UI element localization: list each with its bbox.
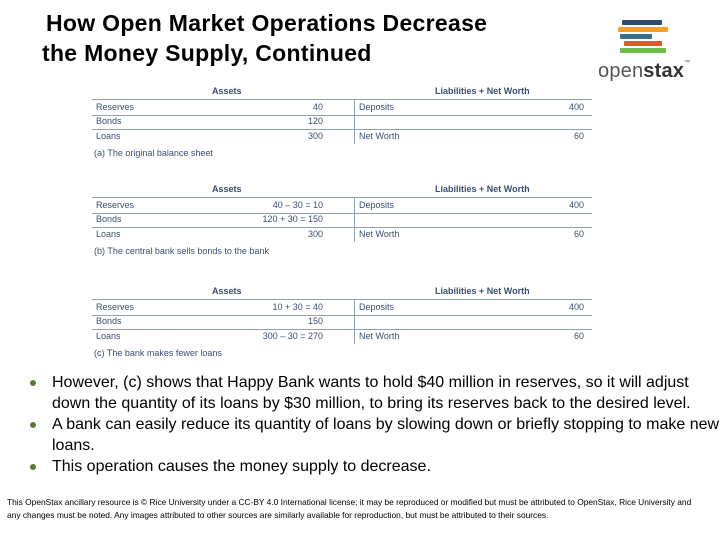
sheet-caption: (a) The original balance sheet [94, 148, 213, 158]
bullet-dot-icon [30, 422, 36, 428]
bullet-text: A bank can easily reduce its quantity of… [52, 416, 720, 454]
liability-label: Net Worth [359, 131, 400, 141]
asset-value: 40 [312, 102, 323, 112]
asset-value: 40 – 30 = 10 [272, 200, 323, 210]
liability-value: 400 [568, 102, 584, 112]
sheet-caption: (b) The central bank sells bonds to the … [94, 246, 269, 256]
asset-label: Reserves [96, 102, 135, 112]
bullet-text: However, (c) shows that Happy Bank wants… [52, 374, 691, 412]
table-row: Bonds 120 + 30 = 150 [92, 213, 592, 228]
logo-word-light: open [598, 60, 644, 82]
asset-value: 150 [307, 316, 323, 326]
column-divider [354, 100, 355, 144]
logo-bar [620, 34, 652, 39]
sheet-header: Assets Liabilities + Net Worth [92, 85, 592, 100]
logo-word-bold: stax [643, 60, 685, 82]
asset-label: Loans [96, 229, 121, 239]
asset-value: 300 – 30 = 270 [262, 331, 323, 341]
liability-label: Deposits [359, 102, 395, 112]
asset-label: Bonds [96, 214, 122, 224]
title-line-2: the Money Supply, Continued [42, 40, 372, 66]
liability-label: Net Worth [359, 229, 400, 239]
table-row: Reserves 40 Deposits 400 [92, 101, 592, 116]
table-row: Loans 300 – 30 = 270 Net Worth 60 [92, 330, 592, 344]
sheet-caption: (c) The bank makes fewer loans [94, 348, 222, 358]
asset-value: 300 [307, 131, 323, 141]
liability-label: Deposits [359, 200, 395, 210]
table-row: Reserves 40 – 30 = 10 Deposits 400 [92, 199, 592, 214]
liability-value: 60 [573, 331, 584, 341]
asset-value: 120 + 30 = 150 [262, 214, 323, 224]
logo-bar [618, 27, 668, 32]
sheet-header: Assets Liabilities + Net Worth [92, 183, 592, 198]
liability-value: 60 [573, 131, 584, 141]
title-line-1: How Open Market Operations Decrease [46, 10, 488, 36]
liabilities-header: Liabilities + Net Worth [435, 184, 530, 194]
liabilities-header: Liabilities + Net Worth [435, 286, 530, 296]
bullet-dot-icon [30, 380, 36, 386]
asset-label: Loans [96, 131, 121, 141]
license-footer: This OpenStax ancillary resource is © Ri… [7, 497, 692, 520]
table-row: Loans 300 Net Worth 60 [92, 130, 592, 144]
liabilities-header: Liabilities + Net Worth [435, 86, 530, 96]
asset-label: Loans [96, 331, 121, 341]
asset-label: Reserves [96, 200, 135, 210]
logo-bar [622, 20, 662, 25]
column-divider [354, 300, 355, 344]
list-item: However, (c) shows that Happy Bank wants… [30, 372, 720, 414]
logo-trademark: ™ [684, 60, 691, 66]
liability-label: Deposits [359, 302, 395, 312]
bullet-dot-icon [30, 464, 36, 470]
assets-header: Assets [212, 184, 242, 194]
openstax-logo: openstax™ [598, 16, 698, 86]
liability-label: Net Worth [359, 331, 400, 341]
asset-label: Bonds [96, 116, 122, 126]
bullet-list: However, (c) shows that Happy Bank wants… [30, 372, 720, 477]
logo-bar [620, 48, 666, 53]
list-item: A bank can easily reduce its quantity of… [30, 414, 720, 456]
logo-bar [624, 41, 662, 46]
liability-value: 400 [568, 302, 584, 312]
table-row: Bonds 150 [92, 315, 592, 330]
asset-value: 10 + 30 = 40 [272, 302, 323, 312]
bullet-text: This operation causes the money supply t… [52, 458, 431, 475]
table-row: Bonds 120 [92, 115, 592, 130]
asset-label: Reserves [96, 302, 135, 312]
sheet-header: Assets Liabilities + Net Worth [92, 285, 592, 300]
asset-label: Bonds [96, 316, 122, 326]
table-row: Reserves 10 + 30 = 40 Deposits 400 [92, 301, 592, 316]
asset-value: 120 [307, 116, 323, 126]
column-divider [354, 198, 355, 242]
table-row: Loans 300 Net Worth 60 [92, 228, 592, 242]
logo-wordmark: openstax™ [598, 60, 690, 83]
asset-value: 300 [307, 229, 323, 239]
list-item: This operation causes the money supply t… [30, 456, 720, 477]
assets-header: Assets [212, 86, 242, 96]
liability-value: 400 [568, 200, 584, 210]
slide-title: How Open Market Operations Decrease the … [42, 8, 582, 68]
liability-value: 60 [573, 229, 584, 239]
assets-header: Assets [212, 286, 242, 296]
